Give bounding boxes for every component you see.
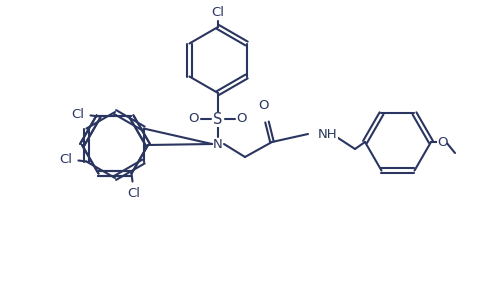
Text: Cl: Cl [71,108,84,121]
Text: Cl: Cl [127,187,140,200]
Text: Cl: Cl [212,7,225,20]
Text: NH: NH [318,127,338,140]
Text: O: O [259,99,269,112]
Text: S: S [213,111,223,127]
Text: O: O [437,135,448,148]
Text: Cl: Cl [59,153,72,166]
Text: O: O [237,113,247,126]
Text: N: N [213,138,223,151]
Text: O: O [189,113,199,126]
